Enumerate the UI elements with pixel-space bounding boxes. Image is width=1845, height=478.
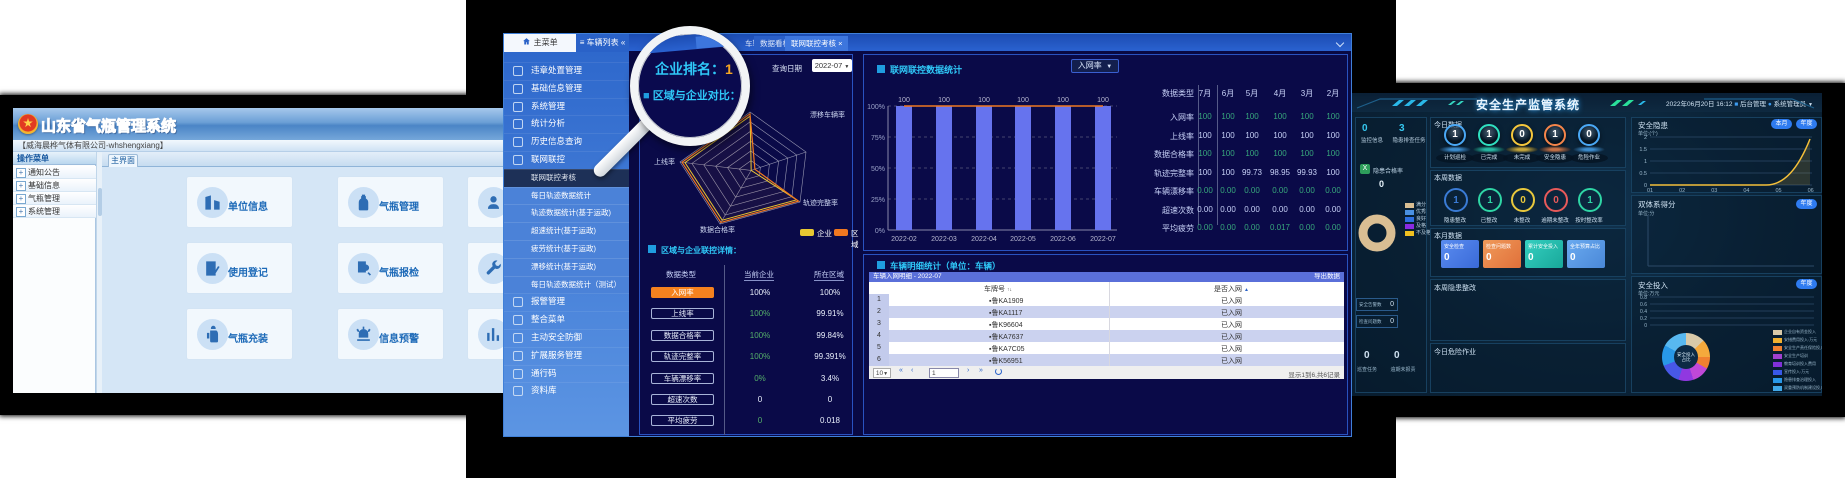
svg-text:1.5: 1.5 [1639, 147, 1647, 153]
svg-text:2022-04: 2022-04 [971, 236, 997, 243]
svg-text:50%: 50% [871, 166, 885, 173]
svg-text:0: 0 [1644, 323, 1647, 329]
svg-text:0.6: 0.6 [1640, 302, 1647, 308]
svg-text:0.4: 0.4 [1640, 309, 1647, 315]
svg-text:2: 2 [1644, 135, 1647, 141]
svg-text:0.5: 0.5 [1639, 171, 1647, 177]
svg-text:0: 0 [1644, 183, 1647, 189]
svg-text:100: 100 [1057, 97, 1069, 104]
svg-text:100: 100 [938, 97, 950, 104]
svg-text:2022-07: 2022-07 [1090, 236, 1116, 243]
svg-text:0%: 0% [875, 228, 885, 235]
svg-text:100: 100 [978, 97, 990, 104]
svg-text:100: 100 [898, 97, 910, 104]
svg-text:100: 100 [1097, 97, 1109, 104]
svg-text:2022-06: 2022-06 [1050, 236, 1076, 243]
svg-text:2022-03: 2022-03 [931, 236, 957, 243]
svg-text:0.2: 0.2 [1640, 316, 1647, 322]
svg-text:1: 1 [1644, 159, 1647, 165]
svg-text:2022-02: 2022-02 [891, 236, 917, 243]
svg-text:100%: 100% [867, 104, 885, 111]
svg-text:0.8: 0.8 [1640, 295, 1647, 301]
svg-text:100: 100 [1017, 97, 1029, 104]
svg-text:75%: 75% [871, 135, 885, 142]
svg-text:25%: 25% [871, 197, 885, 204]
svg-text:2022-05: 2022-05 [1010, 236, 1036, 243]
